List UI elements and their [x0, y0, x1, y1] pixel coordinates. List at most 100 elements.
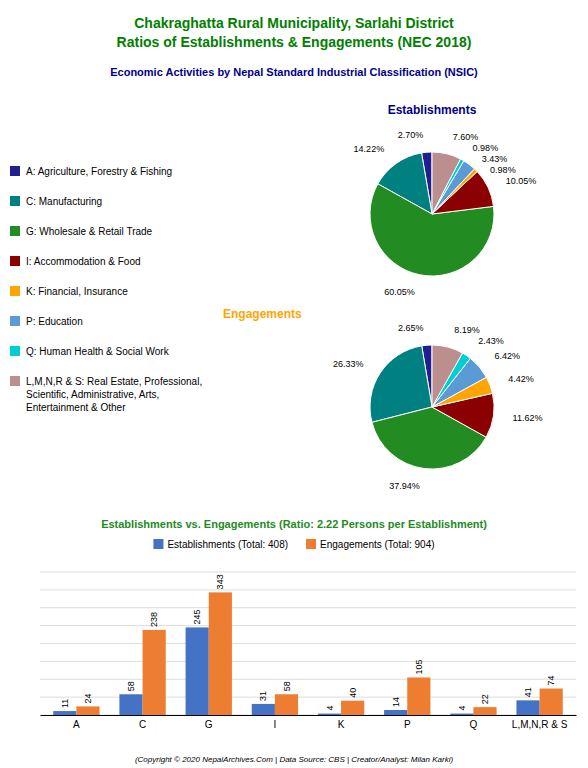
bar — [209, 592, 232, 715]
legend-entry: I: Accommodation & Food — [26, 256, 141, 267]
data-label: 4.42% — [508, 374, 534, 384]
data-label: 14 — [391, 697, 401, 707]
chart-title: Establishments vs. Engagements (Ratio: 2… — [101, 518, 487, 530]
bar — [473, 707, 496, 715]
grid — [40, 572, 576, 715]
legend: Establishments (Total: 408) Engagements (… — [153, 539, 434, 550]
bar — [53, 711, 76, 715]
legend-entry: A: Agriculture, Forestry & Fishing — [26, 166, 172, 177]
bar — [318, 714, 341, 715]
legend-entry: Q: Human Health & Social Work — [26, 346, 170, 357]
data-label: 4 — [325, 706, 335, 711]
tick-label: I — [274, 719, 277, 730]
tick-label: C — [139, 719, 146, 730]
grid-line — [40, 589, 576, 590]
bar — [275, 694, 298, 715]
bar — [540, 689, 563, 715]
legend-swatch — [10, 166, 20, 176]
data-label: 60.05% — [384, 287, 415, 297]
data-labels: 11 58 245 31 4 14 4 41 24 238 343 58 40 105 22 74 — [60, 574, 556, 710]
legend-swatch — [10, 346, 20, 356]
data-label: 41 — [523, 687, 533, 697]
figure: Chakraghatta Rural Municipality, Sarlahi… — [0, 0, 588, 768]
tick-label: Q — [470, 719, 478, 730]
data-label: 74 — [546, 676, 556, 686]
footer: (Copyright © 2020 NepalArchives.Com | Da… — [135, 755, 454, 764]
bar — [119, 694, 142, 715]
legend-entry: C: Manufacturing — [26, 196, 102, 207]
legend-entry: Establishments (Total: 408) — [167, 539, 288, 550]
data-label: 8.19% — [454, 325, 480, 335]
legend-entry: Engagements (Total: 904) — [320, 539, 435, 550]
legend: A: Agriculture, Forestry & Fishing C: Man… — [10, 166, 202, 413]
data-label: 4 — [457, 706, 467, 711]
subtitle: Economic Activities by Nepal Standard In… — [110, 66, 478, 78]
legend-swatch — [10, 196, 20, 206]
legend-swatch — [153, 539, 163, 549]
data-label: 245 — [192, 609, 202, 624]
data-label: 11.62% — [513, 413, 543, 423]
pie-slice — [432, 152, 460, 214]
data-label: 58 — [126, 681, 136, 691]
legend-entry: G: Wholesale & Retail Trade — [26, 226, 153, 237]
data-label: 58 — [282, 681, 292, 691]
bar — [516, 700, 539, 715]
grid-line — [40, 661, 576, 662]
data-label: 10.05% — [506, 176, 537, 186]
tick-label: P — [404, 719, 411, 730]
pie-slice — [432, 345, 463, 407]
data-label: 26.33% — [333, 359, 364, 369]
data-label: 7.60% — [453, 132, 479, 142]
grid-line — [40, 572, 576, 573]
data-label: 40 — [348, 688, 358, 698]
data-label: 6.42% — [495, 351, 521, 361]
bar — [252, 704, 275, 715]
title: Chakraghatta Rural Municipality, Sarlahi… — [117, 15, 472, 50]
legend-entry: P: Education — [26, 316, 83, 327]
pie: 2.70%14.22%60.05%10.05%0.98%3.43%0.98%7.… — [354, 130, 537, 297]
data-label: 2.43% — [478, 336, 504, 346]
legend-swatch — [10, 316, 20, 326]
grid-line — [40, 679, 576, 680]
data-label: 105 — [414, 659, 424, 674]
tick-label: K — [338, 719, 345, 730]
grid-line — [40, 643, 576, 644]
data-label: 14.22% — [354, 144, 385, 154]
pie-title: Establishments — [388, 103, 477, 117]
data-label: 343 — [215, 574, 225, 589]
legend-entry: K: Financial, Insurance — [26, 286, 128, 297]
data-label: 2.65% — [398, 323, 424, 333]
data-label: 0.98% — [490, 165, 516, 175]
data-label: 3.43% — [482, 154, 508, 164]
bar — [143, 630, 166, 715]
legend-swatch — [10, 256, 20, 266]
tick-label: G — [205, 719, 213, 730]
data-label: 37.94% — [389, 481, 420, 491]
legend-swatch — [10, 226, 20, 236]
data-label: 238 — [149, 612, 159, 627]
data-label: 2.70% — [398, 130, 424, 140]
bar — [186, 627, 209, 715]
bar — [76, 706, 99, 715]
grid-line — [40, 625, 576, 626]
legend-swatch — [10, 376, 20, 386]
data-label: 31 — [258, 691, 268, 701]
x-axis: A C G I K P Q L,M,N,R & S — [41, 716, 577, 731]
pie-title: Engagements — [223, 307, 302, 321]
x-axis-line — [41, 715, 577, 716]
data-label: 0.98% — [473, 143, 499, 153]
bar — [384, 710, 407, 715]
pie: 2.65% 26.33% 37.94% 11.62% 4.42% 6.42% 2.43%8.… — [333, 323, 542, 491]
bars — [53, 592, 563, 715]
legend-swatch — [10, 286, 20, 296]
data-label: 24 — [83, 693, 93, 703]
bar — [450, 714, 473, 715]
grid-line — [40, 607, 576, 608]
tick-label: L,M,N,R & S — [512, 719, 568, 730]
data-label: 11 — [60, 699, 70, 708]
bar — [341, 701, 364, 715]
legend-swatch — [306, 539, 316, 549]
legend-entry: L,M,N,R & S: Real Estate, Professional,S… — [26, 376, 202, 413]
tick-label: A — [73, 719, 80, 730]
data-label: 22 — [480, 694, 490, 704]
